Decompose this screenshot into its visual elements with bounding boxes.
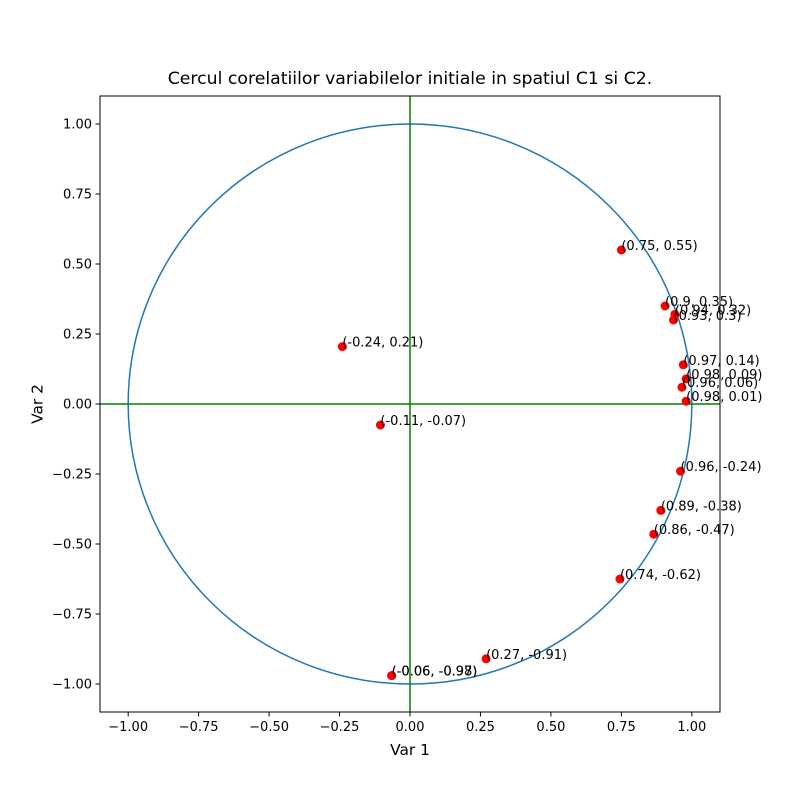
x-tick-label: 0.50 (536, 720, 565, 735)
data-point-label: (0.89, -0.38) (661, 499, 742, 514)
data-point (660, 301, 670, 311)
data-point (681, 374, 691, 384)
data-point-label: (0.94, 0.32) (675, 303, 751, 318)
y-tick-label: −1.00 (52, 678, 92, 693)
x-tick-label: 1.00 (677, 720, 706, 735)
data-point-label: (0.93, 0.3) (674, 309, 742, 324)
y-tick-label: 0.00 (63, 398, 92, 413)
data-point (681, 396, 691, 406)
data-point-label: (0.98, 0.09) (686, 368, 762, 383)
data-point (375, 420, 385, 430)
data-point-label: (0.86, -0.47) (654, 523, 735, 538)
y-tick-label: 1.00 (63, 118, 92, 133)
data-point-label: (-0.06, -0.98) (392, 665, 478, 680)
data-point-label: (0.98, 0.01) (686, 390, 762, 405)
x-tick-label: 0.25 (466, 720, 495, 735)
data-point-label: (0.75, 0.55) (621, 239, 697, 254)
data-point (669, 315, 678, 325)
x-tick-label: −1.00 (108, 720, 148, 735)
y-tick-label: 0.25 (63, 328, 92, 343)
x-tick-label: 0.00 (396, 720, 425, 735)
data-point (615, 574, 625, 584)
data-point (616, 245, 626, 255)
data-point (481, 654, 491, 664)
chart-title: Cercul corelatiilor variabilelor initial… (168, 69, 653, 89)
x-tick-label: −0.50 (249, 720, 289, 735)
data-point-label: (-0.11, -0.07) (380, 414, 466, 429)
data-point (678, 360, 688, 370)
y-tick-label: 0.50 (63, 258, 92, 273)
x-tick-label: −0.75 (179, 720, 219, 735)
y-tick-label: −0.25 (52, 468, 92, 483)
y-tick-label: −0.50 (52, 538, 92, 553)
data-point-label: (-0.06, -0.97) (392, 665, 478, 680)
y-tick-label: 0.75 (63, 188, 92, 203)
x-tick-label: 0.75 (607, 720, 636, 735)
data-point-label: (-0.24, 0.21) (342, 336, 423, 351)
y-axis-label: Var 2 (29, 384, 47, 424)
data-point-label: (0.27, -0.91) (486, 648, 567, 663)
data-point (656, 505, 666, 515)
data-point (649, 529, 659, 539)
data-point (677, 382, 687, 392)
data-point-label: (0.9, 0.35) (665, 295, 733, 310)
x-axis-label: Var 1 (390, 741, 430, 759)
data-point (387, 671, 397, 681)
x-tick-label: −0.25 (320, 720, 360, 735)
y-tick-label: −0.75 (52, 608, 92, 623)
plot-area: (0.75, 0.55) (0.9, 0.35)(0.94, 0.32)(0.93… (52, 95, 762, 735)
data-point-label: (0.97, 0.14) (683, 354, 759, 369)
data-point (676, 466, 686, 476)
data-point-label: (0.96, -0.24) (681, 460, 762, 475)
data-point (337, 342, 347, 352)
data-point-label: (0.74, -0.62) (620, 568, 701, 583)
